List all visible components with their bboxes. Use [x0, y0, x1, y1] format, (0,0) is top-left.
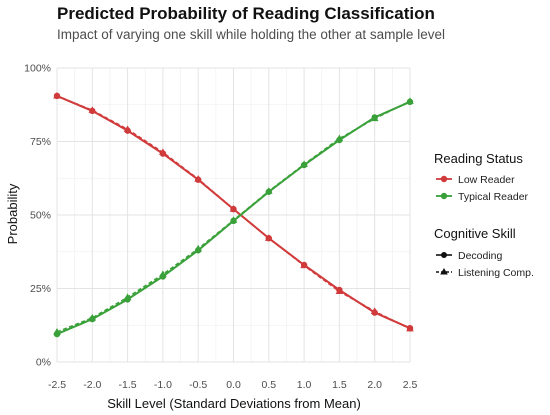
chart-title: Predicted Probability of Reading Classif…: [57, 4, 435, 23]
x-axis-ticks: -2.5 -2.0 -1.5 -1.0 -0.5 0.0 0.5 1.0 1.5 2.0 2.5: [48, 379, 417, 391]
data-point: [123, 125, 132, 133]
data-point: [123, 293, 132, 300]
legend-swatch-point: [441, 252, 447, 258]
y-tick-label: 75%: [30, 136, 51, 148]
y-axis-title: Probability: [5, 183, 20, 244]
legend-label: Low Reader: [458, 174, 515, 186]
legend-swatch-point: [440, 175, 448, 183]
y-tick-label: 50%: [30, 210, 51, 222]
x-tick-label: -2.5: [48, 379, 66, 391]
x-tick-label: 0.5: [261, 379, 276, 391]
x-tick-label: -1.5: [119, 379, 137, 391]
data-point: [53, 91, 61, 99]
data-point: [194, 244, 202, 252]
data-point: [229, 216, 238, 223]
y-tick-label: 100%: [24, 63, 51, 75]
x-tick-label: -1.0: [154, 379, 172, 391]
legend-label: Listening Comp.: [458, 267, 534, 279]
data-point: [88, 313, 97, 321]
data-point: [370, 307, 379, 315]
chart-subtitle: Impact of varying one skill while holdin…: [57, 27, 445, 42]
legend-cognitive-skill: Cognitive Skill Decoding Listening Comp.: [434, 226, 534, 279]
legend-title: Cognitive Skill: [434, 226, 516, 241]
grid: [56, 67, 411, 363]
x-tick-label: 2.5: [403, 379, 418, 391]
y-axis-ticks: 0% 25% 50% 75% 100%: [24, 63, 51, 369]
data-point: [300, 261, 308, 269]
data-point: [229, 205, 238, 212]
data-point: [406, 97, 414, 104]
legend-swatch-point: [440, 192, 448, 200]
legend-reading-status: Reading Status Low Reader Typical Reader: [434, 151, 529, 203]
legend-label: Decoding: [458, 250, 503, 262]
data-point: [370, 114, 379, 122]
data-point: [406, 324, 414, 332]
series-points: [53, 91, 414, 338]
y-tick-label: 0%: [36, 357, 51, 369]
data-point: [335, 134, 344, 142]
data-point: [194, 175, 202, 182]
legend-title: Reading Status: [434, 151, 523, 166]
x-tick-label: -0.5: [189, 379, 207, 391]
data-point: [159, 148, 167, 155]
x-tick-label: 1.0: [297, 379, 312, 391]
y-tick-label: 25%: [30, 283, 51, 295]
x-tick-label: 0.0: [226, 379, 241, 391]
legend-swatch-point: [440, 268, 448, 275]
data-point: [265, 187, 273, 194]
data-point: [300, 160, 308, 168]
legend-label: Typical Reader: [458, 191, 529, 203]
data-point: [335, 287, 344, 295]
data-point: [265, 234, 273, 241]
data-point: [53, 328, 61, 335]
x-tick-label: -2.0: [83, 379, 101, 391]
x-tick-label: 1.5: [332, 379, 347, 391]
x-axis-title: Skill Level (Standard Deviations from Me…: [107, 396, 361, 411]
data-point: [88, 106, 97, 113]
x-tick-label: 2.0: [367, 379, 382, 391]
data-point: [159, 270, 167, 277]
